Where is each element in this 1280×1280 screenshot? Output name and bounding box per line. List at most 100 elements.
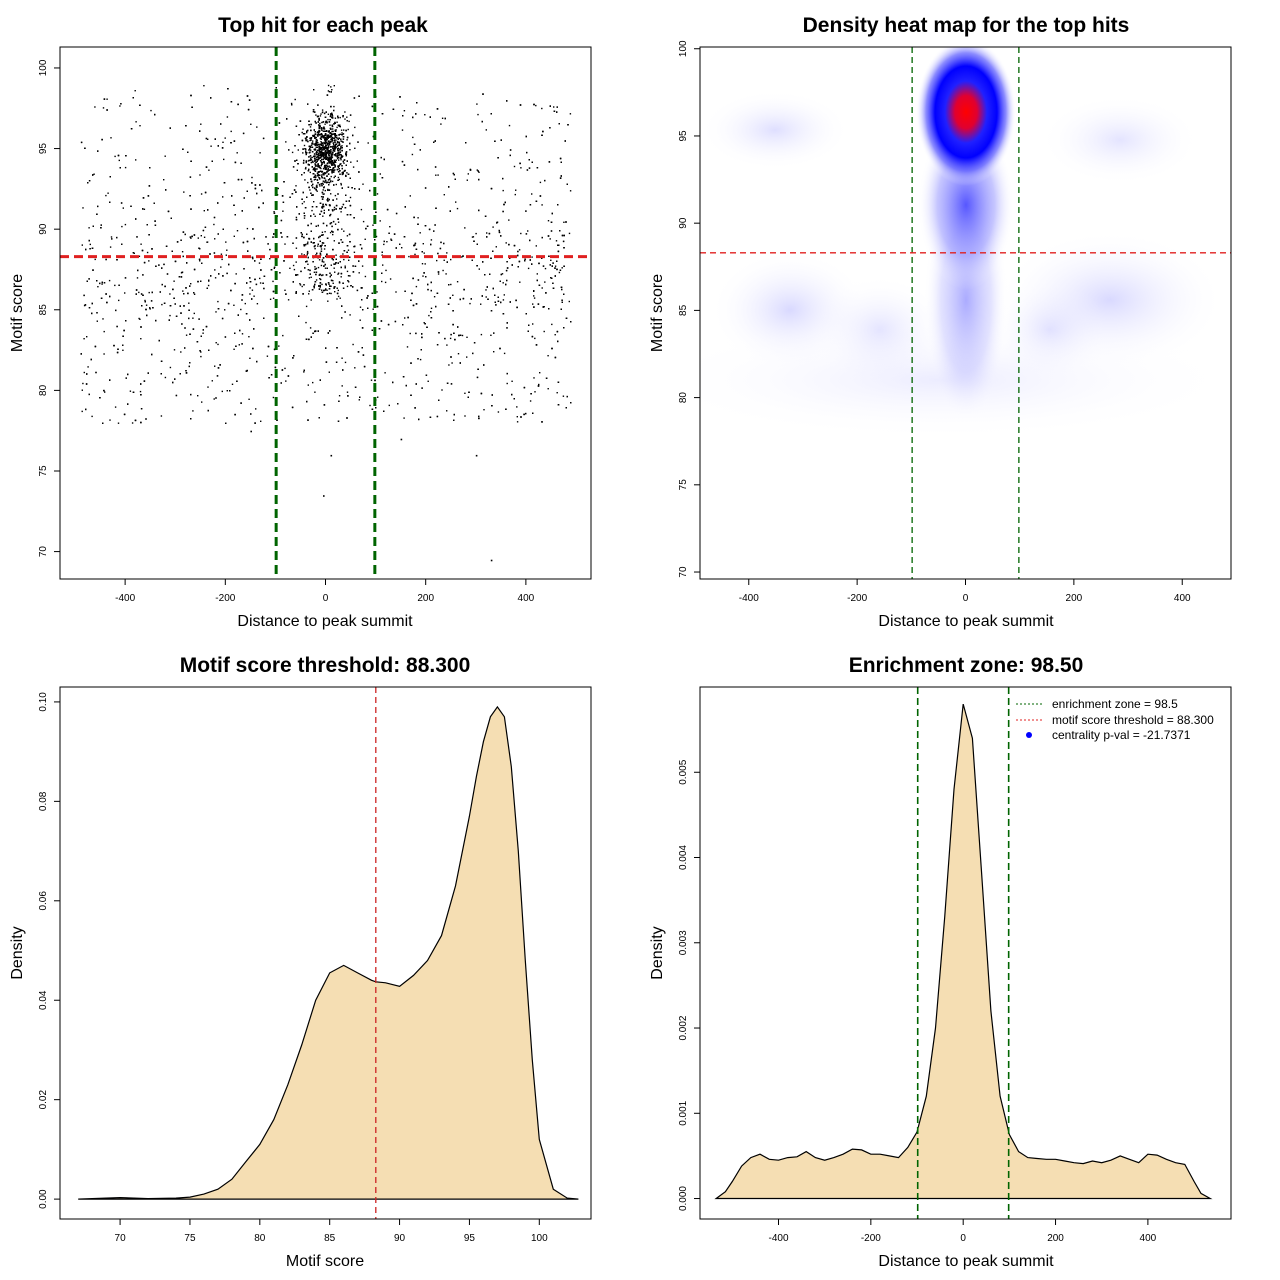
scatter-point — [568, 300, 570, 303]
scatter-point — [478, 171, 480, 173]
scatter-point — [329, 157, 331, 159]
scatter-point — [498, 229, 500, 232]
scatter-point — [224, 309, 226, 311]
scatter-point — [250, 123, 252, 125]
x-tick-label: -400 — [739, 593, 759, 604]
scatter-point — [406, 346, 409, 348]
scatter-point — [361, 347, 363, 349]
scatter-point — [261, 189, 263, 192]
scatter-point — [302, 162, 305, 164]
scatter-point — [458, 334, 460, 337]
scatter-point — [337, 151, 340, 154]
scatter-point — [435, 174, 437, 176]
scatter-point — [326, 169, 328, 171]
scatter-point — [182, 148, 184, 150]
scatter-point — [314, 120, 316, 123]
scatter-point — [301, 253, 303, 255]
scatter-point — [189, 362, 191, 364]
scatter-point — [259, 282, 262, 284]
scatter-point — [249, 287, 251, 289]
scatter-point — [325, 167, 327, 169]
scatter-point — [327, 181, 329, 183]
scatter-point — [325, 274, 328, 276]
scatter-point — [533, 290, 535, 292]
scatter-point — [323, 152, 326, 154]
scatter-point — [252, 347, 254, 350]
scatter-point — [248, 398, 250, 400]
scatter-point — [179, 305, 181, 307]
scatter-point — [386, 241, 388, 243]
scatter-point — [295, 247, 298, 249]
scatter-point — [505, 242, 507, 244]
scatter-point — [328, 146, 330, 149]
scatter-point — [339, 149, 341, 151]
scatter-point — [104, 391, 106, 393]
scatter-point — [441, 117, 444, 119]
scatter-point — [454, 178, 456, 180]
scatter-point — [517, 254, 519, 257]
scatter-point — [430, 239, 433, 241]
scatter-point — [340, 159, 342, 161]
y-tick-label: 0.005 — [678, 759, 689, 784]
scatter-point — [541, 107, 543, 110]
scatter-point — [424, 114, 426, 116]
scatter-point — [494, 294, 496, 296]
scatter-point — [213, 252, 216, 254]
scatter-point — [336, 298, 338, 300]
scatter-point — [336, 121, 338, 123]
scatter-point — [476, 103, 478, 105]
scatter-point — [309, 273, 311, 275]
scatter-point — [453, 332, 455, 334]
scatter-point — [175, 315, 178, 317]
scatter-point — [349, 204, 352, 207]
scatter-point — [314, 111, 316, 113]
scatter-point — [323, 212, 325, 214]
scatter-point — [313, 89, 315, 91]
scatter-point — [513, 398, 515, 400]
scatter-point — [347, 395, 349, 397]
scatter-point — [317, 121, 319, 123]
scatter-point — [311, 166, 313, 168]
y-tick-label: 80 — [38, 384, 49, 396]
scatter-point — [324, 172, 326, 174]
scatter-point — [419, 232, 421, 234]
scatter-point — [531, 256, 533, 258]
scatter-point — [190, 160, 192, 162]
scatter-point — [527, 267, 530, 270]
scatter-point — [314, 144, 316, 147]
scatter-point — [335, 361, 338, 363]
scatter-point — [310, 276, 312, 278]
scatter-point — [538, 284, 541, 286]
scatter-point — [326, 267, 328, 269]
scatter-point — [187, 292, 189, 295]
scatter-point — [502, 177, 504, 180]
scatter-point — [242, 132, 245, 135]
scatter-point — [185, 287, 187, 289]
scatter-point — [488, 232, 491, 235]
scatter-point — [331, 160, 333, 162]
scatter-point — [567, 124, 569, 126]
scatter-point — [329, 166, 331, 168]
scatter-point — [356, 289, 359, 292]
scatter-point — [347, 128, 349, 131]
scatter-point — [389, 226, 391, 228]
scatter-point — [424, 187, 427, 189]
scatter-point — [375, 235, 378, 238]
scatter-point — [125, 320, 127, 322]
scatter-point — [408, 255, 410, 258]
x-tick-label: -400 — [115, 593, 135, 604]
scatter-point — [184, 347, 186, 349]
scatter-point — [414, 242, 417, 245]
scatter-point — [317, 152, 320, 154]
scatter-point — [334, 155, 337, 157]
scatter-point — [323, 261, 325, 263]
legend-threshold-label: motif score threshold = 88.300 — [1052, 713, 1214, 727]
scatter-point — [312, 194, 314, 196]
scatter-point — [314, 148, 317, 150]
scatter-point — [312, 381, 314, 384]
scatter-point — [189, 285, 191, 287]
scatter-point — [336, 137, 338, 139]
scatter-point — [555, 240, 558, 242]
scatter-point — [246, 190, 248, 192]
scatter-point — [249, 319, 251, 321]
